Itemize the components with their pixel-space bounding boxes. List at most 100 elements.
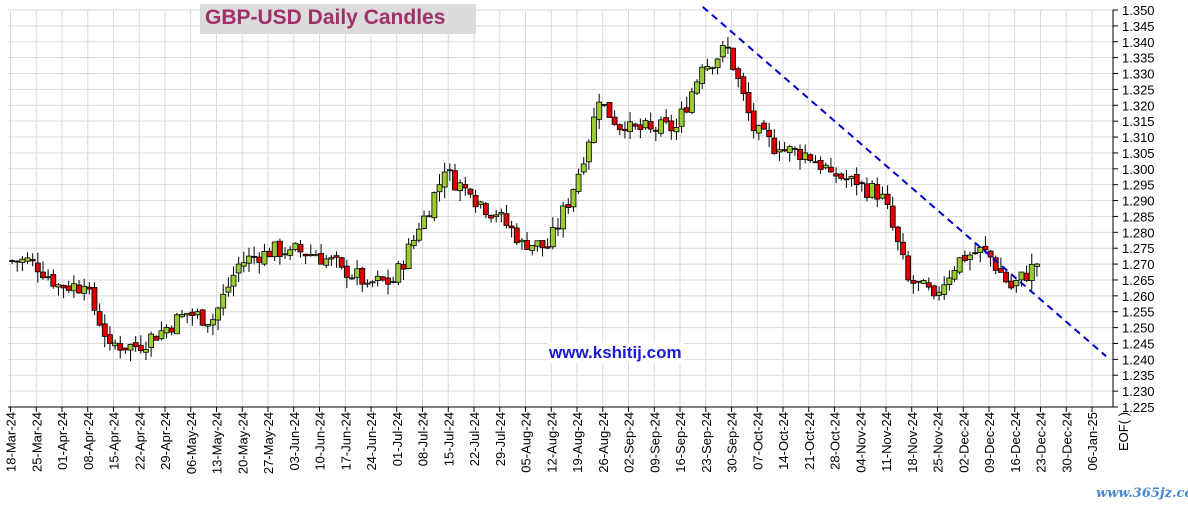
x-tick-label: 24-Jun-24	[364, 412, 379, 471]
candle-body	[364, 282, 371, 285]
x-tick-label: 15-Jul-24	[441, 412, 456, 466]
candle-body	[179, 314, 185, 318]
candle-body	[560, 205, 567, 230]
x-tick-label: 02-Dec-24	[956, 412, 971, 473]
candle-body	[931, 285, 937, 297]
candle-body	[838, 173, 845, 179]
x-tick-label: 22-Apr-24	[132, 412, 147, 470]
candle-body	[45, 276, 52, 279]
x-tick-label: 10-Jun-24	[313, 412, 328, 471]
candle-body	[864, 183, 870, 198]
candle-body	[395, 263, 402, 283]
candle-body	[822, 164, 829, 169]
x-tick-label: 27-May-24	[261, 412, 276, 474]
candle-body	[379, 276, 386, 281]
candle-body	[50, 274, 57, 287]
candle-body	[184, 312, 191, 316]
candle-body	[81, 285, 88, 294]
candle-body	[905, 255, 912, 281]
candle-body	[204, 323, 211, 327]
candle-body	[828, 166, 834, 173]
x-tick-label: 04-Nov-24	[853, 412, 868, 473]
candle-body	[694, 81, 700, 94]
candle-body	[1013, 280, 1020, 287]
candle-body	[951, 270, 958, 280]
candle-body	[678, 108, 685, 127]
candle-body	[410, 239, 417, 247]
candle-body	[699, 66, 706, 84]
candle-body	[637, 124, 644, 131]
x-tick-label: 19-Aug-24	[570, 412, 585, 473]
y-tick-label: 1.250	[1122, 321, 1155, 336]
x-tick-label: 22-Jul-24	[467, 412, 482, 466]
candle-body	[915, 280, 922, 283]
candle-body	[189, 311, 196, 316]
x-tick-label: 02-Sep-24	[622, 412, 637, 473]
candle-body	[446, 169, 453, 172]
candle-body	[750, 110, 757, 132]
candle-body	[508, 225, 515, 229]
candle-body	[441, 171, 448, 188]
candle-body	[452, 170, 458, 191]
candle-body	[524, 240, 530, 250]
candle-body	[925, 282, 932, 288]
candle-body	[153, 335, 160, 341]
y-tick-label: 1.235	[1122, 368, 1155, 383]
candle-body	[869, 183, 876, 198]
candle-body	[14, 260, 21, 263]
candle-body	[719, 45, 726, 58]
candle-body	[400, 263, 407, 270]
y-tick-label: 1.280	[1122, 225, 1155, 240]
candle-body	[488, 214, 494, 219]
candle-body	[256, 256, 263, 263]
candle-body	[246, 255, 252, 264]
candle-body	[910, 279, 917, 284]
candle-body	[591, 116, 597, 143]
candle-body	[76, 284, 82, 294]
x-tick-label: 18-Mar-24	[4, 412, 19, 472]
candle-body	[354, 268, 361, 278]
candle-body	[585, 141, 592, 163]
candle-body	[40, 271, 46, 279]
candle-body	[936, 291, 942, 296]
candle-body	[143, 348, 149, 353]
candle-body	[107, 334, 113, 344]
x-tick-label: 30-Dec-24	[1059, 412, 1074, 473]
candle-body	[709, 67, 716, 70]
candle-body	[493, 214, 500, 217]
candle-body	[755, 124, 762, 134]
candle-body	[1028, 263, 1035, 281]
candle-body	[112, 342, 118, 347]
candle-body	[55, 284, 62, 288]
candle-body	[1023, 272, 1030, 281]
y-tick-label: 1.245	[1122, 336, 1155, 351]
x-tick-label: 01-Apr-24	[55, 412, 70, 470]
y-tick-label: 1.295	[1122, 178, 1155, 193]
y-tick-label: 1.300	[1122, 162, 1155, 177]
chart-title: GBP-USD Daily Candles	[205, 6, 446, 29]
candle-body	[714, 58, 721, 69]
candle-body	[477, 201, 484, 206]
candle-body	[173, 314, 180, 335]
candle-body	[117, 343, 124, 351]
candle-body	[266, 250, 273, 258]
candle-body	[29, 259, 36, 262]
candle-body	[596, 101, 603, 120]
candle-body	[889, 205, 896, 228]
candle-body	[874, 184, 881, 200]
candle-body	[225, 286, 232, 293]
candle-body	[421, 215, 427, 229]
y-tick-label: 1.225	[1122, 400, 1155, 415]
x-tick-label: 29-Apr-24	[158, 412, 173, 470]
candle-body	[194, 311, 201, 316]
x-tick-label: 26-Aug-24	[596, 412, 611, 473]
candle-body	[807, 154, 814, 162]
candle-body	[900, 241, 906, 256]
candle-body	[622, 128, 628, 132]
candle-body	[797, 148, 803, 160]
candle-body	[261, 250, 268, 265]
candle-body	[1003, 271, 1009, 283]
candle-body	[776, 149, 783, 153]
candle-body	[982, 245, 989, 251]
